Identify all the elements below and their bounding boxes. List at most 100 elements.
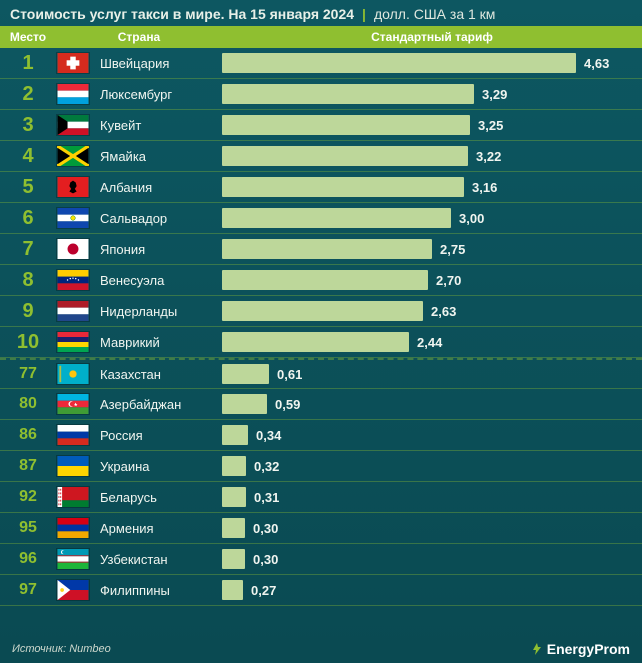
- bar: [222, 301, 423, 321]
- value-label: 3,25: [478, 118, 503, 133]
- value-label: 0,30: [253, 552, 278, 567]
- table-row: 7Япония2,75: [0, 234, 642, 265]
- value-label: 3,29: [482, 87, 507, 102]
- table-row: 95 Армения0,30: [0, 513, 642, 544]
- value-label: 0,59: [275, 397, 300, 412]
- bar-cell: 3,25: [222, 115, 642, 135]
- table-row: 6 Сальвадор 3,00: [0, 203, 642, 234]
- country-cell: Сальвадор: [100, 211, 222, 226]
- table-row: 8Венесуэла2,70: [0, 265, 642, 296]
- table-row: 5Албания3,16: [0, 172, 642, 203]
- country-cell: Азербайджан: [100, 397, 222, 412]
- flag-icon: [56, 331, 90, 353]
- rank-cell: 96: [0, 550, 56, 568]
- value-label: 0,32: [254, 459, 279, 474]
- bar-cell: 0,32: [222, 456, 642, 476]
- table-header: Место Страна Стандартный тариф: [0, 26, 642, 48]
- bar-cell: 2,44: [222, 332, 642, 352]
- value-label: 3,16: [472, 180, 497, 195]
- table-row: 97 Филиппины 0,27: [0, 575, 642, 606]
- flag-icon: [56, 83, 90, 105]
- table-row: 80 Азербайджан 0,59: [0, 389, 642, 420]
- country-cell: Кувейт: [100, 118, 222, 133]
- rank-cell: 77: [0, 365, 56, 383]
- rank-cell: 4: [0, 145, 56, 168]
- rows-container: 1Швейцария4,632Люксембург3,293Кувейт3,25…: [0, 48, 642, 606]
- country-cell: Украина: [100, 459, 222, 474]
- bar: [222, 115, 470, 135]
- table-row: 2 Люксембург 3,29: [0, 79, 642, 110]
- rank-cell: 95: [0, 519, 56, 537]
- flag-icon: [56, 52, 90, 74]
- rank-cell: 5: [0, 176, 56, 199]
- bar-cell: 0,31: [222, 487, 642, 507]
- flag-icon: [56, 455, 90, 477]
- country-cell: Япония: [100, 242, 222, 257]
- bar-cell: 2,75: [222, 239, 642, 259]
- bar: [222, 208, 451, 228]
- value-label: 2,44: [417, 335, 442, 350]
- value-label: 3,00: [459, 211, 484, 226]
- bar-cell: 3,00: [222, 208, 642, 228]
- bar: [222, 146, 468, 166]
- title-main: Стоимость услуг такси в мире. На 15 янва…: [10, 6, 354, 22]
- country-cell: Россия: [100, 428, 222, 443]
- brand-icon: [530, 642, 544, 656]
- table-row: 10Маврикий2,44: [0, 327, 642, 358]
- value-label: 4,63: [584, 56, 609, 71]
- flag-icon: [56, 238, 90, 260]
- bar-cell: 0,27: [222, 580, 642, 600]
- table-row: 92 Беларусь 0,31: [0, 482, 642, 513]
- rank-cell: 2: [0, 83, 56, 106]
- bar-cell: 3,29: [222, 84, 642, 104]
- flag-icon: [56, 579, 90, 601]
- bar: [222, 549, 245, 569]
- country-cell: Ямайка: [100, 149, 222, 164]
- value-label: 0,34: [256, 428, 281, 443]
- header-tariff: Стандартный тариф: [222, 30, 642, 44]
- rank-cell: 80: [0, 395, 56, 413]
- flag-icon: [56, 486, 90, 508]
- brand: EnergyProm: [530, 641, 630, 657]
- brand-text: EnergyProm: [547, 641, 630, 657]
- country-cell: Филиппины: [100, 583, 222, 598]
- country-cell: Армения: [100, 521, 222, 536]
- country-cell: Венесуэла: [100, 273, 222, 288]
- country-cell: Люксембург: [100, 87, 222, 102]
- bar-cell: 4,63: [222, 53, 642, 73]
- table-row: 77Казахстан0,61: [0, 358, 642, 389]
- bar-cell: 0,61: [222, 364, 642, 384]
- table-row: 87 Украина 0,32: [0, 451, 642, 482]
- rank-cell: 9: [0, 300, 56, 323]
- value-label: 0,27: [251, 583, 276, 598]
- flag-icon: [56, 548, 90, 570]
- table-row: 96Узбекистан0,30: [0, 544, 642, 575]
- bar: [222, 270, 428, 290]
- rank-cell: 92: [0, 488, 56, 506]
- rank-cell: 6: [0, 207, 56, 230]
- bar-cell: 0,30: [222, 518, 642, 538]
- bar-cell: 2,63: [222, 301, 642, 321]
- bar-cell: 2,70: [222, 270, 642, 290]
- value-label: 3,22: [476, 149, 501, 164]
- flag-icon: [56, 300, 90, 322]
- bar: [222, 364, 269, 384]
- country-cell: Швейцария: [100, 56, 222, 71]
- bar: [222, 84, 474, 104]
- flag-icon: [56, 145, 90, 167]
- bar: [222, 487, 246, 507]
- header-country: Страна: [56, 30, 222, 44]
- bar: [222, 53, 576, 73]
- table-row: 1Швейцария4,63: [0, 48, 642, 79]
- value-label: 0,31: [254, 490, 279, 505]
- value-label: 2,70: [436, 273, 461, 288]
- table-row: 4 Ямайка 3,22: [0, 141, 642, 172]
- rank-cell: 87: [0, 457, 56, 475]
- bar-cell: 0,59: [222, 394, 642, 414]
- rank-cell: 97: [0, 581, 56, 599]
- title-separator: |: [362, 6, 366, 22]
- bar-cell: 0,34: [222, 425, 642, 445]
- country-cell: Беларусь: [100, 490, 222, 505]
- table-row: 86Россия0,34: [0, 420, 642, 451]
- rank-cell: 10: [0, 331, 56, 354]
